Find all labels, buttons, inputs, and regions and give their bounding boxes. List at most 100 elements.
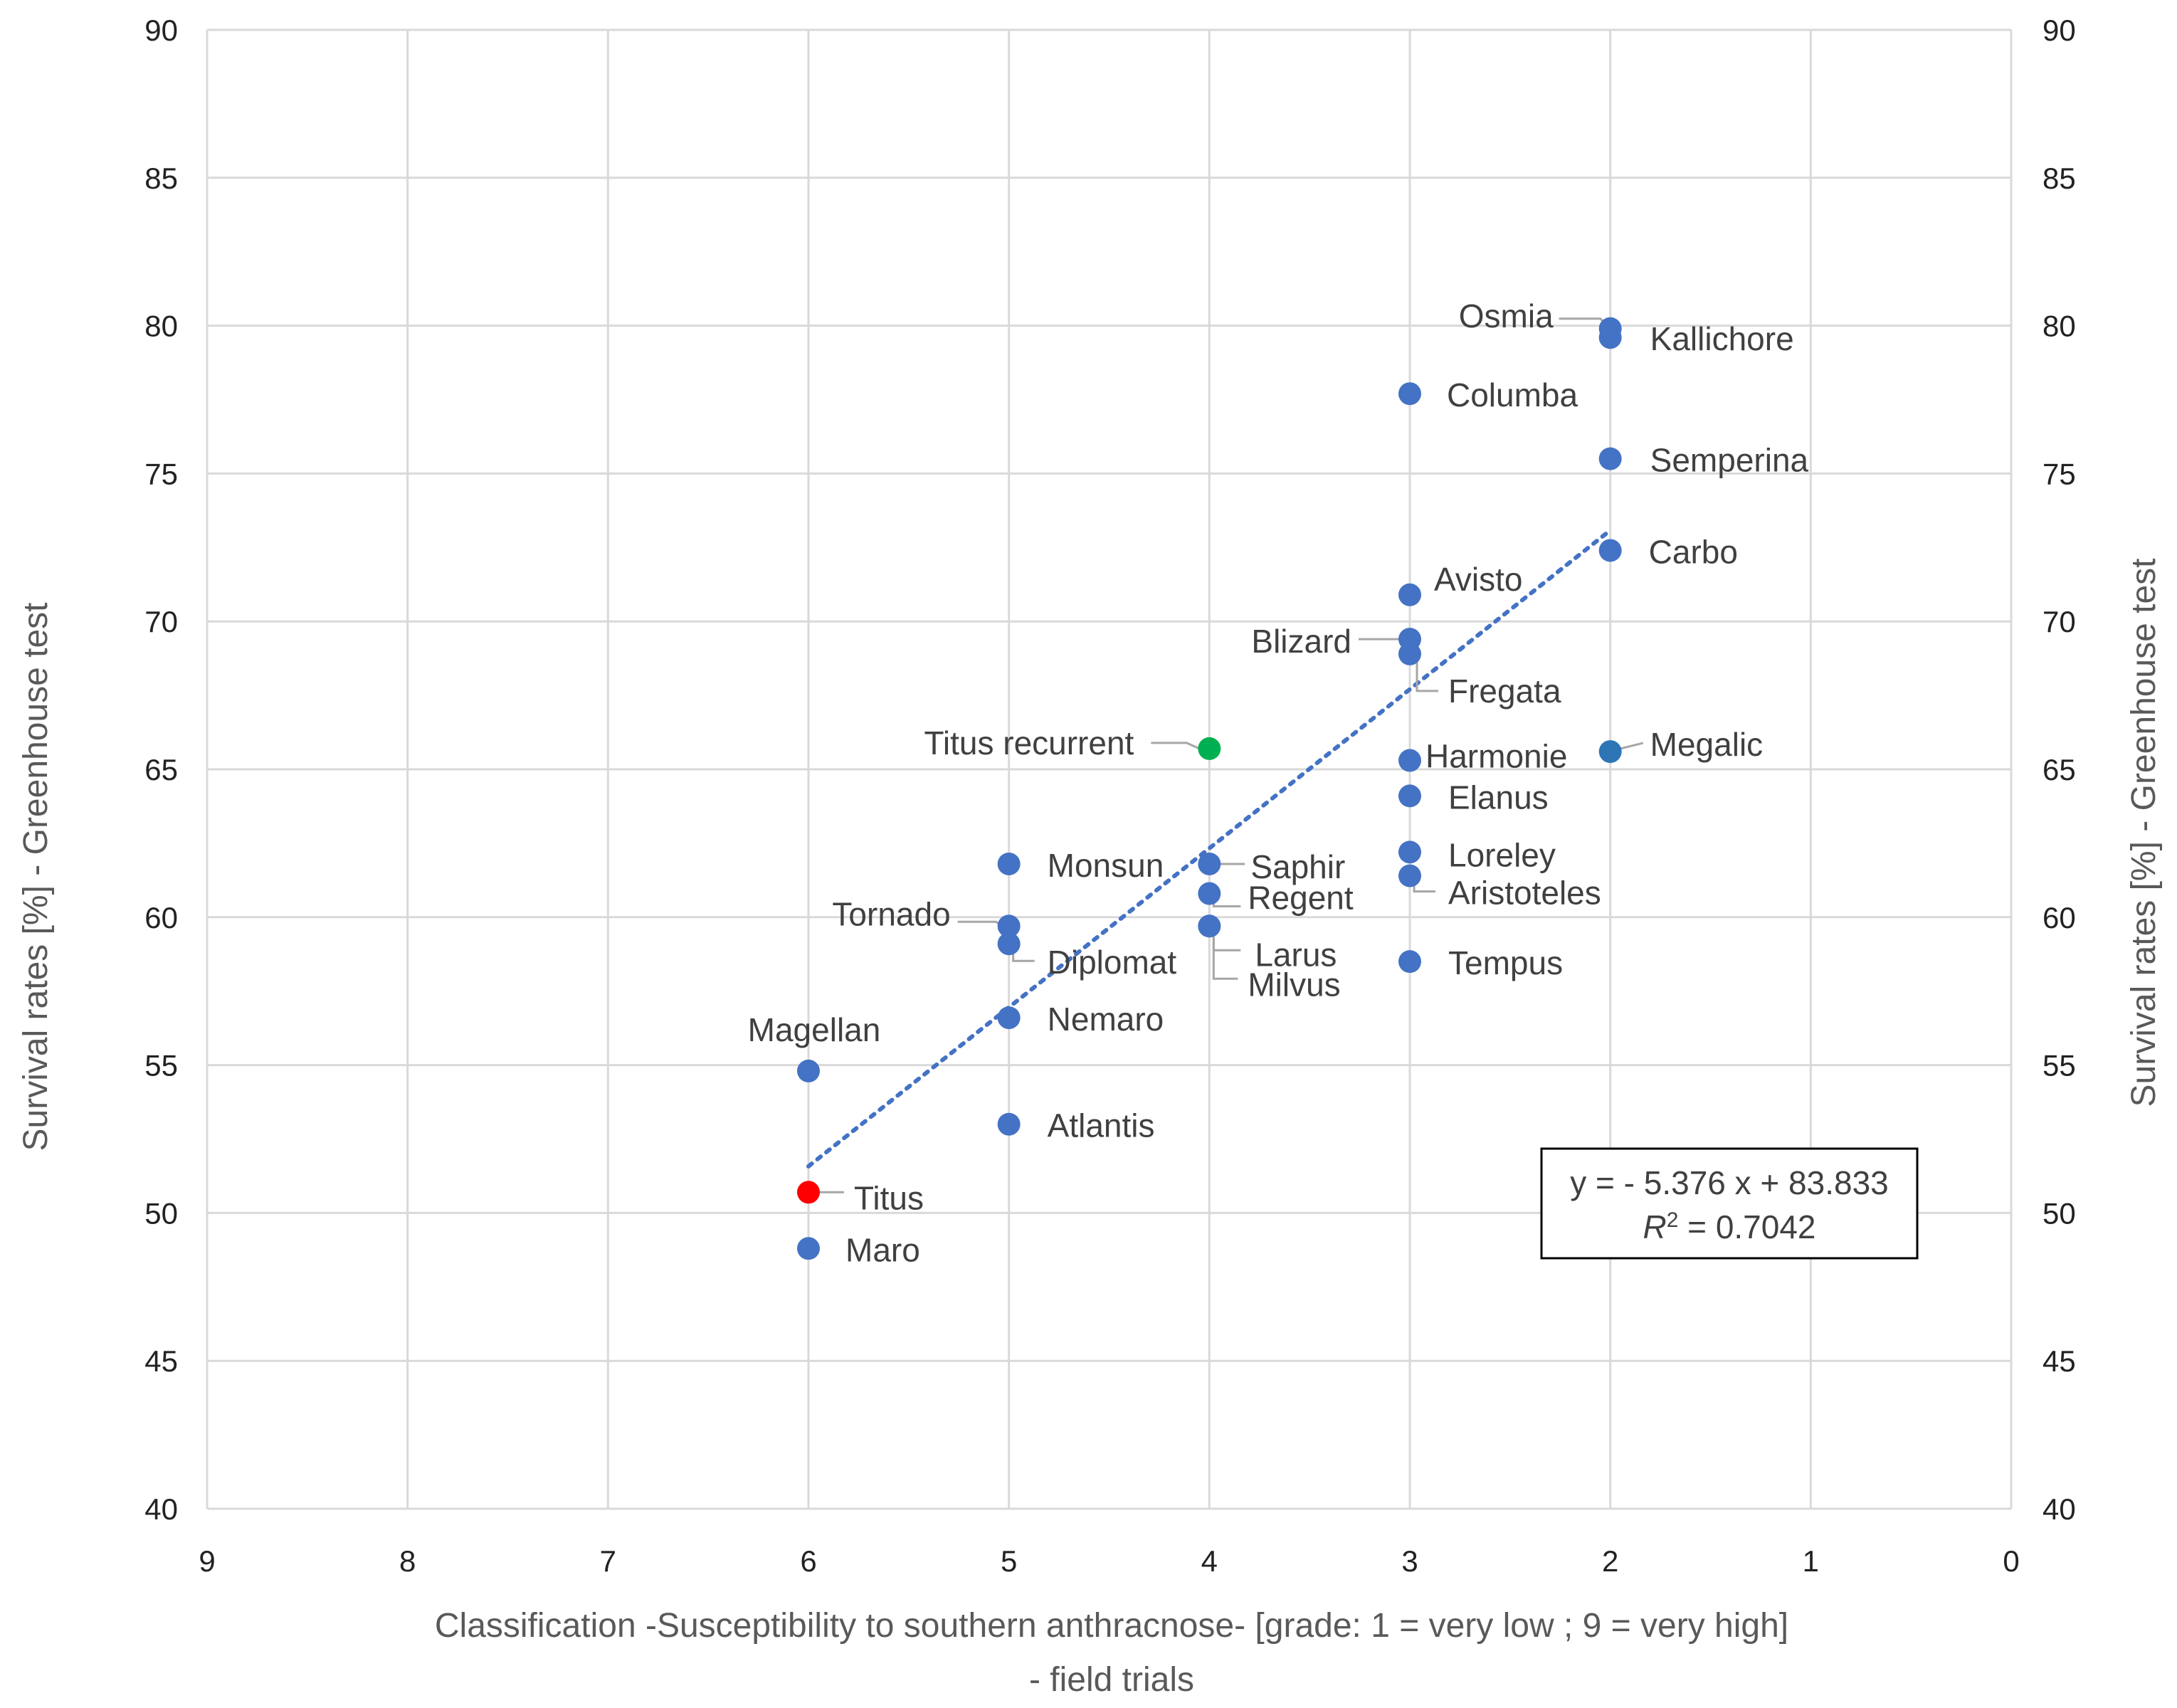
point-label-tempus: Tempus <box>1448 944 1563 981</box>
y-tick-label-left: 45 <box>144 1344 178 1378</box>
y-tick-label-right: 45 <box>2042 1344 2076 1378</box>
leader-line-fregata <box>1416 662 1438 692</box>
leader-line-diplomat <box>1012 952 1035 962</box>
point-label-diplomat: Diplomat <box>1048 944 1177 981</box>
x-axis-title-line2: - field trials <box>1029 1661 1194 1699</box>
trendline-group <box>806 528 1613 1169</box>
y-tick-label-right: 80 <box>2042 310 2076 343</box>
y-tick-label-right: 55 <box>2042 1049 2076 1082</box>
point-label-nemaro: Nemaro <box>1048 1001 1164 1038</box>
y-tick-label-left: 75 <box>144 457 178 490</box>
point-label-monsun: Monsun <box>1048 847 1164 884</box>
x-tick-label: 7 <box>600 1544 616 1578</box>
x-tick-label: 6 <box>800 1544 816 1578</box>
r-squared-symbol: R <box>1643 1208 1666 1245</box>
data-point-columba <box>1398 382 1421 406</box>
data-point-fregata <box>1398 642 1421 665</box>
point-label-milvus: Milvus <box>1248 966 1340 1003</box>
point-label-tornado: Tornado <box>832 895 950 932</box>
data-point-tornado <box>997 914 1021 938</box>
point-label-larus: Larus <box>1255 936 1337 973</box>
y-tick-label-right: 50 <box>2042 1196 2076 1230</box>
data-point-titus-recurrent <box>1198 737 1221 760</box>
y-tick-label-right: 90 <box>2042 14 2076 47</box>
data-point-titus <box>797 1181 820 1204</box>
r-squared-exponent: 2 <box>1667 1208 1679 1232</box>
data-point-aristoteles <box>1398 864 1421 887</box>
x-tick-label: 3 <box>1401 1544 1418 1578</box>
data-point-harmonie <box>1398 749 1421 772</box>
y-tick-label-left: 60 <box>144 901 178 934</box>
leader-line-megalic <box>1620 742 1644 750</box>
leader-line-tornado <box>957 920 1003 927</box>
data-point-carbo <box>1598 539 1622 562</box>
data-point-loreley <box>1398 840 1421 864</box>
point-label-carbo: Carbo <box>1649 533 1738 570</box>
point-label-kallichore: Kallichore <box>1650 320 1794 357</box>
data-point-elanus <box>1398 784 1421 808</box>
point-label-osmia: Osmia <box>1459 297 1554 334</box>
y-tick-label-left: 65 <box>144 753 178 786</box>
data-point-monsun <box>997 852 1021 875</box>
y-tick-label-right: 75 <box>2042 457 2076 490</box>
gridlines <box>206 28 2013 1510</box>
trendline-equation-box: y = - 5.376 x + 83.833 R2 = 0.7042 <box>1540 1147 1919 1260</box>
r-squared-text: R2 = 0.7042 <box>1643 1208 1815 1246</box>
data-point-nemaro <box>997 1006 1021 1030</box>
data-point-avisto <box>1398 583 1421 606</box>
point-label-blizard: Blizard <box>1251 623 1351 660</box>
data-point-kallichore <box>1598 326 1622 349</box>
data-point-tempus <box>1398 950 1421 974</box>
point-label-magellan: Magellan <box>748 1011 881 1048</box>
data-point-saphir <box>1198 852 1221 875</box>
point-label-titus-recurrent: Titus recurrent <box>924 724 1134 761</box>
data-point-maro <box>797 1237 820 1260</box>
leader-line-titus-recurrent <box>1151 742 1200 750</box>
point-label-saphir: Saphir <box>1250 848 1345 885</box>
point-label-columba: Columba <box>1447 376 1578 413</box>
data-point-milvus <box>1198 914 1221 938</box>
y-tick-label-left: 55 <box>144 1049 178 1082</box>
y-tick-label-left: 90 <box>144 14 178 47</box>
data-point-diplomat <box>997 932 1021 956</box>
point-labels: Osmia Kallichore Columba Semperina Carbo Avis… <box>748 297 1809 1269</box>
data-point-semperina <box>1598 447 1622 470</box>
y-tick-label-left: 85 <box>144 162 178 195</box>
point-label-maro: Maro <box>845 1231 920 1268</box>
r-squared-value: = 0.7042 <box>1678 1208 1815 1245</box>
leader-line-regent <box>1212 900 1241 908</box>
x-tick-label: 9 <box>199 1544 215 1578</box>
x-tick-label: 8 <box>399 1544 416 1578</box>
equation-box-frame <box>1540 1147 1919 1260</box>
leader-line-larus <box>1212 934 1241 951</box>
x-tick-label: 4 <box>1201 1544 1218 1578</box>
point-label-titus: Titus <box>854 1179 924 1216</box>
y-tick-label-right: 60 <box>2042 901 2076 934</box>
data-point-atlantis <box>997 1112 1021 1136</box>
y-tick-label-right: 40 <box>2042 1492 2076 1526</box>
point-label-atlantis: Atlantis <box>1048 1107 1155 1144</box>
y-axis-title-right: Survival rates [%] - Greenhouse test <box>2125 559 2163 1107</box>
point-label-aristoteles: Aristoteles <box>1448 875 1601 912</box>
y-tick-label-right: 65 <box>2042 753 2076 786</box>
data-point-magellan <box>797 1059 820 1082</box>
y-tick-label-left: 40 <box>144 1492 178 1526</box>
y-tick-label-left: 50 <box>144 1196 178 1230</box>
y-tick-label-right: 70 <box>2042 605 2076 638</box>
point-label-megalic: Megalic <box>1650 726 1764 763</box>
point-label-avisto: Avisto <box>1434 561 1522 598</box>
data-point-megalic <box>1598 740 1622 764</box>
point-label-elanus: Elanus <box>1448 779 1549 816</box>
x-tick-label: 1 <box>1803 1544 1819 1578</box>
point-label-semperina: Semperina <box>1650 442 1809 479</box>
leader-line-milvus <box>1212 934 1238 980</box>
y-tick-label-left: 80 <box>144 310 178 343</box>
y-tick-label-left: 70 <box>144 605 178 638</box>
trendline <box>806 528 1613 1169</box>
y-tick-label-right: 85 <box>2042 162 2076 195</box>
x-axis-title-line1: Classification -Susceptibility to southe… <box>435 1607 1788 1645</box>
point-label-regent: Regent <box>1248 880 1354 917</box>
x-tick-label: 0 <box>2003 1544 2019 1578</box>
